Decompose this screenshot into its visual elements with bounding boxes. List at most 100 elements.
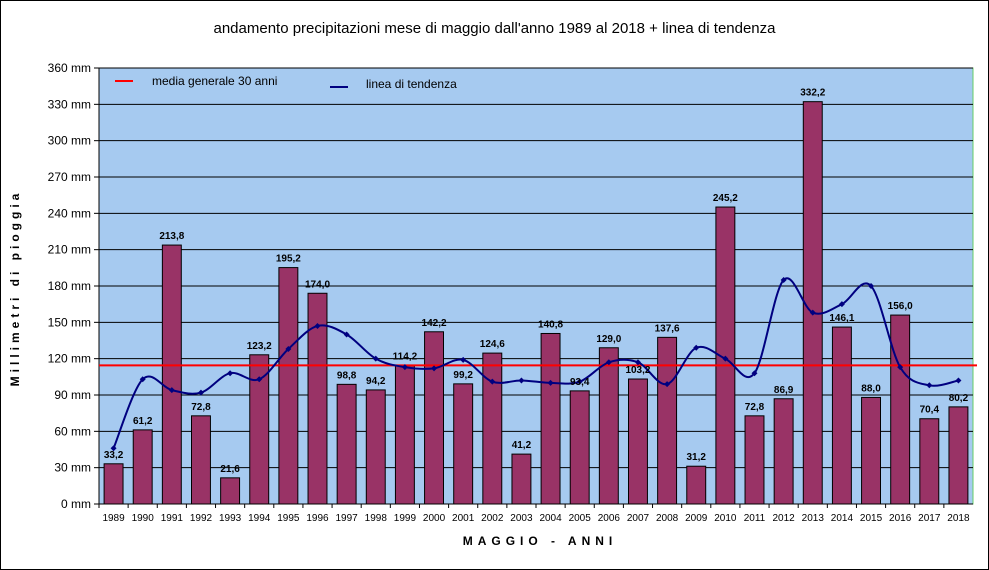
x-tick-label: 2011 — [744, 513, 766, 524]
trend-point — [227, 370, 234, 377]
trend-point — [605, 359, 612, 366]
data-label: 33,2 — [104, 450, 124, 461]
bar — [249, 354, 270, 505]
data-label: 245,2 — [713, 193, 738, 204]
trend-point — [868, 283, 875, 289]
x-tick-label: 2013 — [802, 513, 825, 524]
data-label: 41,2 — [512, 440, 532, 451]
y-tick-label: 300 mm — [48, 134, 91, 148]
x-tick-label: 2007 — [627, 513, 650, 524]
data-label: 129,0 — [596, 334, 621, 345]
data-label: 103,2 — [625, 365, 650, 376]
bar — [132, 429, 153, 505]
trend-point — [431, 365, 438, 372]
y-tick-label: 0 mm — [61, 497, 91, 511]
trend-point — [489, 378, 496, 385]
x-tick-label: 2003 — [510, 513, 533, 524]
bar — [394, 365, 415, 505]
bar — [831, 326, 852, 505]
data-label: 137,6 — [655, 323, 680, 334]
y-tick-label: 60 mm — [54, 424, 91, 438]
bar — [948, 406, 969, 505]
bar — [365, 389, 386, 505]
trend-point — [139, 376, 146, 383]
bar — [919, 418, 940, 505]
legend-label-average: media generale 30 anni — [152, 74, 277, 88]
data-label: 94,2 — [366, 376, 386, 387]
x-tick-label: 1989 — [102, 513, 125, 524]
bar — [220, 477, 241, 505]
x-tick-label: 2004 — [539, 513, 562, 524]
bar — [598, 347, 619, 505]
trend-point — [634, 359, 641, 366]
bar — [773, 398, 794, 505]
x-tick-label: 1997 — [336, 513, 359, 524]
trend-point — [110, 445, 117, 452]
data-labels: 33,2 61,2 213,8 72,8 21,6 123,2 195,2 174,0 98,8… — [104, 88, 969, 475]
trend-point — [460, 356, 467, 363]
x-tick-label: 2002 — [481, 513, 504, 524]
bar — [686, 465, 707, 505]
x-tick-label: 1994 — [248, 513, 271, 524]
x-tick-label: 2017 — [918, 513, 941, 524]
data-label: 156,0 — [888, 301, 913, 312]
bar — [453, 383, 474, 505]
gridlines — [99, 67, 973, 469]
trend-point — [693, 344, 700, 351]
y-tick-label: 30 mm — [54, 461, 91, 475]
x-tick-label: 2009 — [685, 513, 708, 524]
trend-point — [256, 376, 263, 383]
trend-point — [197, 389, 204, 396]
x-tick-label: 2010 — [714, 513, 737, 524]
data-label: 332,2 — [800, 88, 825, 99]
bar — [103, 463, 124, 505]
legend-label-trend: linea di tendenza — [366, 77, 457, 91]
x-tick-label: 2018 — [947, 513, 970, 524]
trend-series — [110, 276, 962, 452]
data-label: 21,6 — [220, 464, 240, 475]
trend-point — [168, 387, 175, 394]
data-label: 31,2 — [686, 452, 706, 463]
data-label: 99,2 — [453, 370, 473, 381]
chart-title: andamento precipitazioni mese di maggio … — [213, 20, 776, 37]
data-label: 123,2 — [247, 341, 272, 352]
trend-point — [547, 379, 554, 386]
bar — [511, 453, 532, 505]
bar — [540, 332, 561, 505]
trend-point — [285, 345, 292, 352]
x-axis-label: MAGGIO - ANNI — [462, 534, 618, 548]
trend-point — [722, 355, 729, 362]
x-tick-label: 2016 — [889, 513, 912, 524]
y-tick-label: 150 mm — [48, 315, 91, 329]
bar — [278, 267, 299, 505]
bar — [569, 390, 590, 505]
trend-point — [518, 377, 525, 384]
data-label: 72,8 — [191, 402, 211, 413]
x-tick-label: 2015 — [860, 513, 883, 524]
bar — [336, 383, 357, 505]
data-label: 142,2 — [422, 318, 447, 329]
data-label: 72,8 — [745, 402, 765, 413]
trend-point — [838, 301, 845, 308]
x-tick-label: 2006 — [598, 513, 621, 524]
data-label: 146,1 — [829, 313, 854, 324]
y-tick-label: 210 mm — [48, 243, 91, 257]
x-ticks: 1989 1990 1991 1992 1993 1994 1995 1996 1997 1998… — [98, 504, 970, 524]
y-tick-label: 180 mm — [48, 279, 91, 293]
data-label: 70,4 — [920, 405, 940, 416]
x-tick-label: 1999 — [394, 513, 417, 524]
x-tick-label: 2014 — [831, 513, 854, 524]
trend-point — [780, 276, 787, 283]
bar — [715, 206, 736, 505]
y-tick-label: 90 mm — [54, 388, 91, 402]
data-label: 86,9 — [774, 385, 794, 396]
x-tick-label: 2001 — [452, 513, 475, 524]
y-tick-label: 330 mm — [48, 97, 91, 111]
data-label: 174,0 — [305, 279, 330, 290]
x-tick-label: 1995 — [277, 513, 300, 524]
data-label: 195,2 — [276, 254, 301, 265]
bar — [861, 396, 882, 505]
data-label: 213,8 — [159, 231, 184, 242]
trend-point — [314, 322, 321, 329]
